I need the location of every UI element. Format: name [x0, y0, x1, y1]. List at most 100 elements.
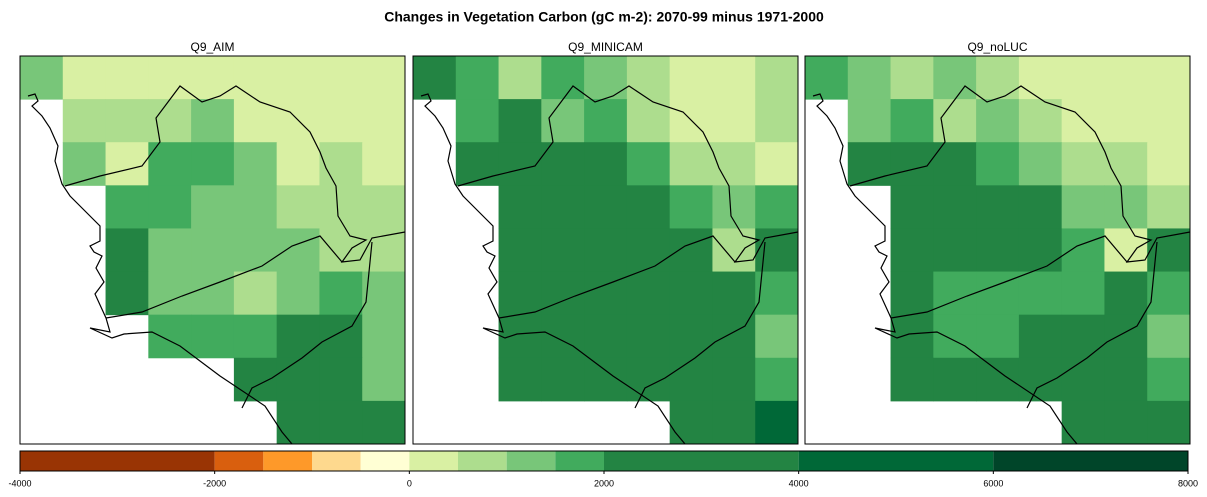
- grid-cell: [712, 142, 756, 186]
- grid-cell: [712, 228, 756, 273]
- grid-cell: [455, 99, 500, 143]
- grid-cell: [498, 56, 542, 100]
- grid-cell: [712, 357, 756, 402]
- grid-cell: [712, 271, 756, 316]
- panel-frame: [804, 55, 1191, 445]
- grid-cell: [233, 357, 278, 402]
- grid-cell: [541, 271, 585, 316]
- grid-cell: [933, 314, 977, 359]
- grid-cell: [498, 314, 542, 359]
- grid-cell: [1147, 185, 1191, 229]
- grid-cell: [847, 56, 892, 100]
- grid-cell: [976, 357, 1020, 402]
- grid-cell: [669, 400, 713, 445]
- grid-cell: [1018, 142, 1063, 186]
- grid-cell: [976, 142, 1020, 186]
- grid-cell: [584, 185, 628, 229]
- grid-cell: [1018, 357, 1063, 402]
- coastline: [498, 235, 766, 409]
- panel-title: Q9_MINICAM: [568, 40, 643, 54]
- grid-cell: [62, 56, 107, 100]
- panel-frame: [19, 55, 406, 445]
- grid-cell: [541, 185, 585, 229]
- panel-title: Q9_AIM: [190, 40, 234, 54]
- grid-cell: [362, 357, 406, 402]
- colorbar-tick-label: 4000: [789, 478, 809, 488]
- grid-cell: [233, 99, 278, 143]
- grid-cell: [362, 99, 406, 143]
- colorbar-segment: [506, 451, 556, 471]
- grid-cell: [584, 228, 628, 273]
- grid-cell: [755, 142, 799, 186]
- grid-cell: [319, 271, 363, 316]
- grid-cell: [319, 142, 363, 186]
- grid-cell: [498, 99, 542, 143]
- grid-cell: [755, 357, 799, 402]
- colorbar-segment: [20, 451, 215, 471]
- colorbar-segment: [360, 451, 410, 471]
- grid-cell: [712, 185, 756, 229]
- grid-cell: [976, 99, 1020, 143]
- grid-cell: [362, 56, 406, 100]
- colorbar-segment: [263, 451, 312, 471]
- grid-cell: [541, 99, 585, 143]
- grid-cell: [319, 228, 363, 273]
- grid-cell: [755, 185, 799, 229]
- grid-cell: [498, 185, 542, 229]
- grid-cell: [1104, 314, 1148, 359]
- grid-cell: [712, 314, 756, 359]
- grid-cell: [626, 228, 671, 273]
- grid-cell: [1147, 228, 1191, 273]
- grid-cell: [319, 400, 363, 445]
- grid-cell: [847, 142, 892, 186]
- colorbar-segment: [555, 451, 604, 471]
- figure-title: Changes in Vegetation Carbon (gC m-2): 2…: [384, 9, 824, 25]
- grid-cell: [276, 314, 320, 359]
- colorbar-segment: [993, 451, 1188, 471]
- grid-cell: [541, 314, 585, 359]
- grid-cell: [1104, 271, 1148, 316]
- grid-cell: [933, 142, 977, 186]
- grid-cell: [276, 56, 320, 100]
- grid-cell: [933, 271, 977, 316]
- grid-cell: [584, 357, 628, 402]
- grid-cell: [191, 271, 235, 316]
- grid-cell: [148, 228, 192, 273]
- panel-title: Q9_noLUC: [967, 40, 1027, 54]
- grid-cell: [233, 314, 278, 359]
- grid-cell: [105, 99, 149, 143]
- grid-cell: [712, 56, 756, 100]
- grid-cell: [20, 56, 64, 100]
- grid-cell: [1147, 142, 1191, 186]
- grid-cell: [755, 271, 799, 316]
- grid-cell: [498, 228, 542, 273]
- grid-cell: [233, 271, 278, 316]
- grid-cell: [669, 314, 713, 359]
- grid-cell: [890, 314, 934, 359]
- grid-cell: [1104, 228, 1148, 273]
- grid-cell: [669, 185, 713, 229]
- grid-cell: [1147, 99, 1191, 143]
- grid-cell: [976, 185, 1020, 229]
- grid-cell: [319, 185, 363, 229]
- grid-cell: [105, 185, 149, 229]
- grid-cell: [584, 142, 628, 186]
- grid-cell: [626, 185, 671, 229]
- grid-cell: [276, 228, 320, 273]
- colorbar-segment: [409, 451, 458, 471]
- grid-cell: [626, 314, 671, 359]
- grid-cell: [148, 271, 192, 316]
- grid-cell: [1018, 99, 1063, 143]
- grid-cell: [755, 228, 799, 273]
- colorbar-tick-label: 0: [407, 478, 412, 488]
- grid-cell: [498, 142, 542, 186]
- grid-cell: [191, 185, 235, 229]
- grid-cell: [233, 56, 278, 100]
- grid-cell: [105, 271, 149, 316]
- coastline: [420, 93, 686, 445]
- grid-cell: [890, 185, 934, 229]
- colorbar-segment: [604, 451, 799, 471]
- grid-cell: [191, 228, 235, 273]
- grid-cell: [1061, 400, 1105, 445]
- grid-cell: [1061, 142, 1105, 186]
